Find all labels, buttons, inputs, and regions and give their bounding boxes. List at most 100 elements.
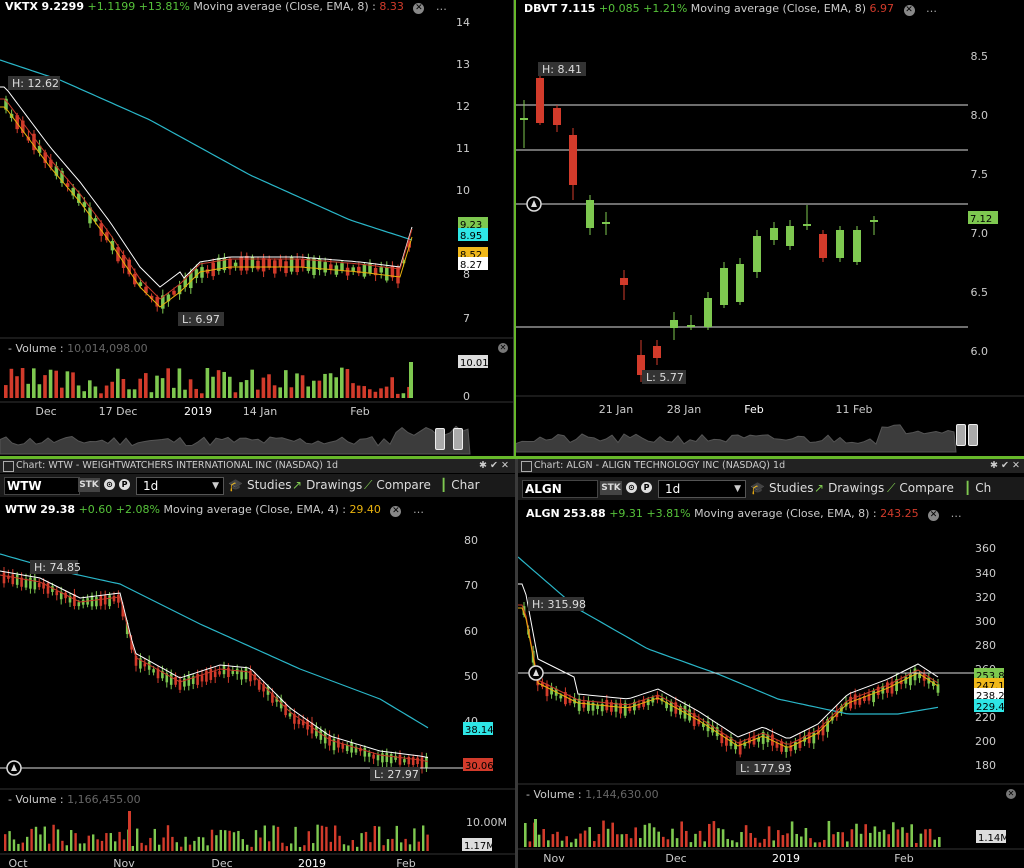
studies-button[interactable]: 🎓 Studies — [228, 477, 291, 494]
volume-bar — [316, 824, 319, 851]
volume-bar — [841, 832, 844, 847]
volume-bar — [726, 838, 729, 847]
volume-bar — [237, 830, 240, 851]
info-icon[interactable]: ⊙ — [626, 482, 637, 493]
volume-title: Volume — [15, 793, 57, 806]
algn-candle — [886, 682, 889, 693]
chart-type-button[interactable]: ┃ Char — [440, 477, 480, 494]
chart-panel-wtw[interactable]: Chart: WTW - WEIGHTWATCHERS INTERNATIONA… — [0, 459, 515, 868]
y-tick-label: 80 — [464, 534, 478, 547]
chart-panel-dbvt[interactable]: 8.5 8.0 7.5 7.0 6.5 6.0 H: 8.41 L: 5.77 7.12 21 J… — [516, 0, 1024, 456]
remove-study-icon[interactable]: ✕ — [413, 3, 425, 14]
study-label[interactable]: Moving average (Close, EMA, 4) : — [163, 503, 346, 516]
algn-chart-canvas[interactable]: 360340320300280260240220200180H: 315.98L… — [518, 459, 1024, 868]
volume-bar — [795, 833, 798, 847]
candle — [687, 325, 695, 327]
wtw-candle — [24, 578, 28, 588]
studies-button[interactable]: 🎓 Studies — [750, 480, 813, 497]
wtw-candle — [196, 673, 199, 685]
volume-bar — [887, 834, 890, 847]
remove-study-icon[interactable]: ✕ — [390, 506, 402, 517]
wtw-candle — [165, 673, 169, 683]
remove-study-icon[interactable]: ✕ — [903, 5, 915, 16]
stk-badge[interactable]: STK — [78, 478, 100, 492]
vktx-candle — [295, 258, 299, 273]
volume-bar — [34, 826, 38, 851]
drawings-button[interactable]: ↗ Drawings — [814, 480, 884, 497]
volume-bar — [362, 386, 366, 398]
vktx-chart-canvas[interactable]: 1413121110987H: 12.62L: 6.979.238.958.52… — [0, 0, 513, 456]
y-tick-label: 6.5 — [971, 286, 989, 299]
vktx-candle — [200, 267, 204, 278]
navigator-handle[interactable] — [956, 424, 978, 446]
window-title-bar[interactable]: Chart: WTW - WEIGHTWATCHERS INTERNATIONA… — [0, 459, 515, 473]
vktx-candle — [357, 266, 361, 274]
volume-bar — [76, 385, 81, 398]
timeframe-select[interactable]: 1d ▼ — [658, 480, 746, 498]
chart-panel-algn[interactable]: Chart: ALGN - ALIGN TECHNOLOGY INC (NASD… — [518, 459, 1024, 868]
x-tick-label: 21 Jan — [599, 403, 633, 416]
low-label: L: 6.97 — [182, 313, 220, 326]
info-icon[interactable]: ⊙ — [104, 479, 115, 490]
wtw-candle — [257, 680, 261, 690]
vktx-candle — [54, 166, 59, 176]
vktx-quote-line: VKTX 9.2299 +1.1199 +13.81% Moving avera… — [5, 0, 447, 14]
y-tick-label: 220 — [975, 711, 996, 724]
volume-bar — [735, 842, 739, 847]
volume-bar — [8, 831, 11, 851]
volume-bar — [171, 836, 174, 851]
volume-bar — [312, 843, 315, 851]
algn-candle — [798, 739, 802, 748]
p-icon[interactable]: P — [641, 482, 652, 493]
volume-bar — [132, 389, 137, 398]
study-label[interactable]: Moving average (Close, EMA, 8) — [690, 2, 867, 15]
price-change-pct: +3.81% — [646, 507, 691, 520]
dbvt-chart-canvas[interactable]: 8.5 8.0 7.5 7.0 6.5 6.0 H: 8.41 L: 5.77 7.12 21 J… — [516, 0, 1024, 456]
chevron-down-icon: ▼ — [734, 484, 741, 494]
more-options-icon[interactable]: … — [926, 2, 938, 15]
navigator-handle[interactable] — [435, 428, 463, 450]
study-label[interactable]: Moving average (Close, EMA, 8) : — [193, 0, 376, 13]
chart-panel-vktx[interactable]: 1413121110987H: 12.62L: 6.979.238.958.52… — [0, 0, 513, 456]
symbol-input[interactable]: ALGN — [522, 480, 598, 498]
stk-badge[interactable]: STK — [600, 481, 622, 495]
candlestick-icon: ┃ — [440, 478, 448, 492]
window-controls[interactable]: ✱ ✔ ✕ — [479, 460, 509, 471]
volume-bar — [901, 827, 904, 847]
last-price: 253.88 — [563, 507, 606, 520]
wtw-candle — [385, 752, 389, 763]
vktx-candle — [105, 232, 109, 241]
close-volume-icon[interactable]: ✕ — [498, 343, 508, 353]
volume-bar — [114, 841, 117, 851]
volume-bar — [342, 844, 346, 851]
window-title-bar[interactable]: Chart: ALGN - ALIGN TECHNOLOGY INC (NASD… — [518, 459, 1024, 473]
chart-type-button[interactable]: ┃ Ch — [964, 480, 991, 497]
volume-bar — [303, 845, 306, 851]
close-volume-icon[interactable]: ✕ — [1006, 789, 1016, 799]
volume-bar — [758, 842, 762, 847]
volume-bar — [717, 828, 720, 847]
candle — [569, 135, 577, 185]
more-options-icon[interactable]: … — [435, 0, 447, 13]
remove-study-icon[interactable]: ✕ — [928, 510, 940, 521]
compare-button[interactable]: ⟋ Compare — [887, 480, 954, 497]
algn-candle — [867, 693, 871, 701]
volume-bar — [356, 385, 361, 398]
study-label[interactable]: Moving average (Close, EMA, 8) : — [694, 507, 877, 520]
timeframe-select[interactable]: 1d ▼ — [136, 477, 224, 495]
volume-bar — [104, 385, 109, 398]
wtw-candle — [275, 697, 279, 702]
wtw-candle — [420, 757, 424, 769]
more-options-icon[interactable]: … — [950, 507, 962, 520]
compare-icon: ⟋ — [887, 481, 896, 495]
vktx-candle — [43, 152, 47, 163]
symbol-input[interactable]: WTW — [4, 477, 80, 495]
window-controls[interactable]: ✱ ✔ ✕ — [990, 460, 1020, 471]
x-tick-label: 17 Dec — [99, 405, 138, 418]
p-icon[interactable]: P — [119, 479, 130, 490]
drawings-button[interactable]: ↗ Drawings — [292, 477, 362, 494]
compare-button[interactable]: ⟋ Compare — [364, 477, 431, 494]
vktx-candle — [312, 258, 316, 276]
more-options-icon[interactable]: … — [412, 503, 424, 516]
